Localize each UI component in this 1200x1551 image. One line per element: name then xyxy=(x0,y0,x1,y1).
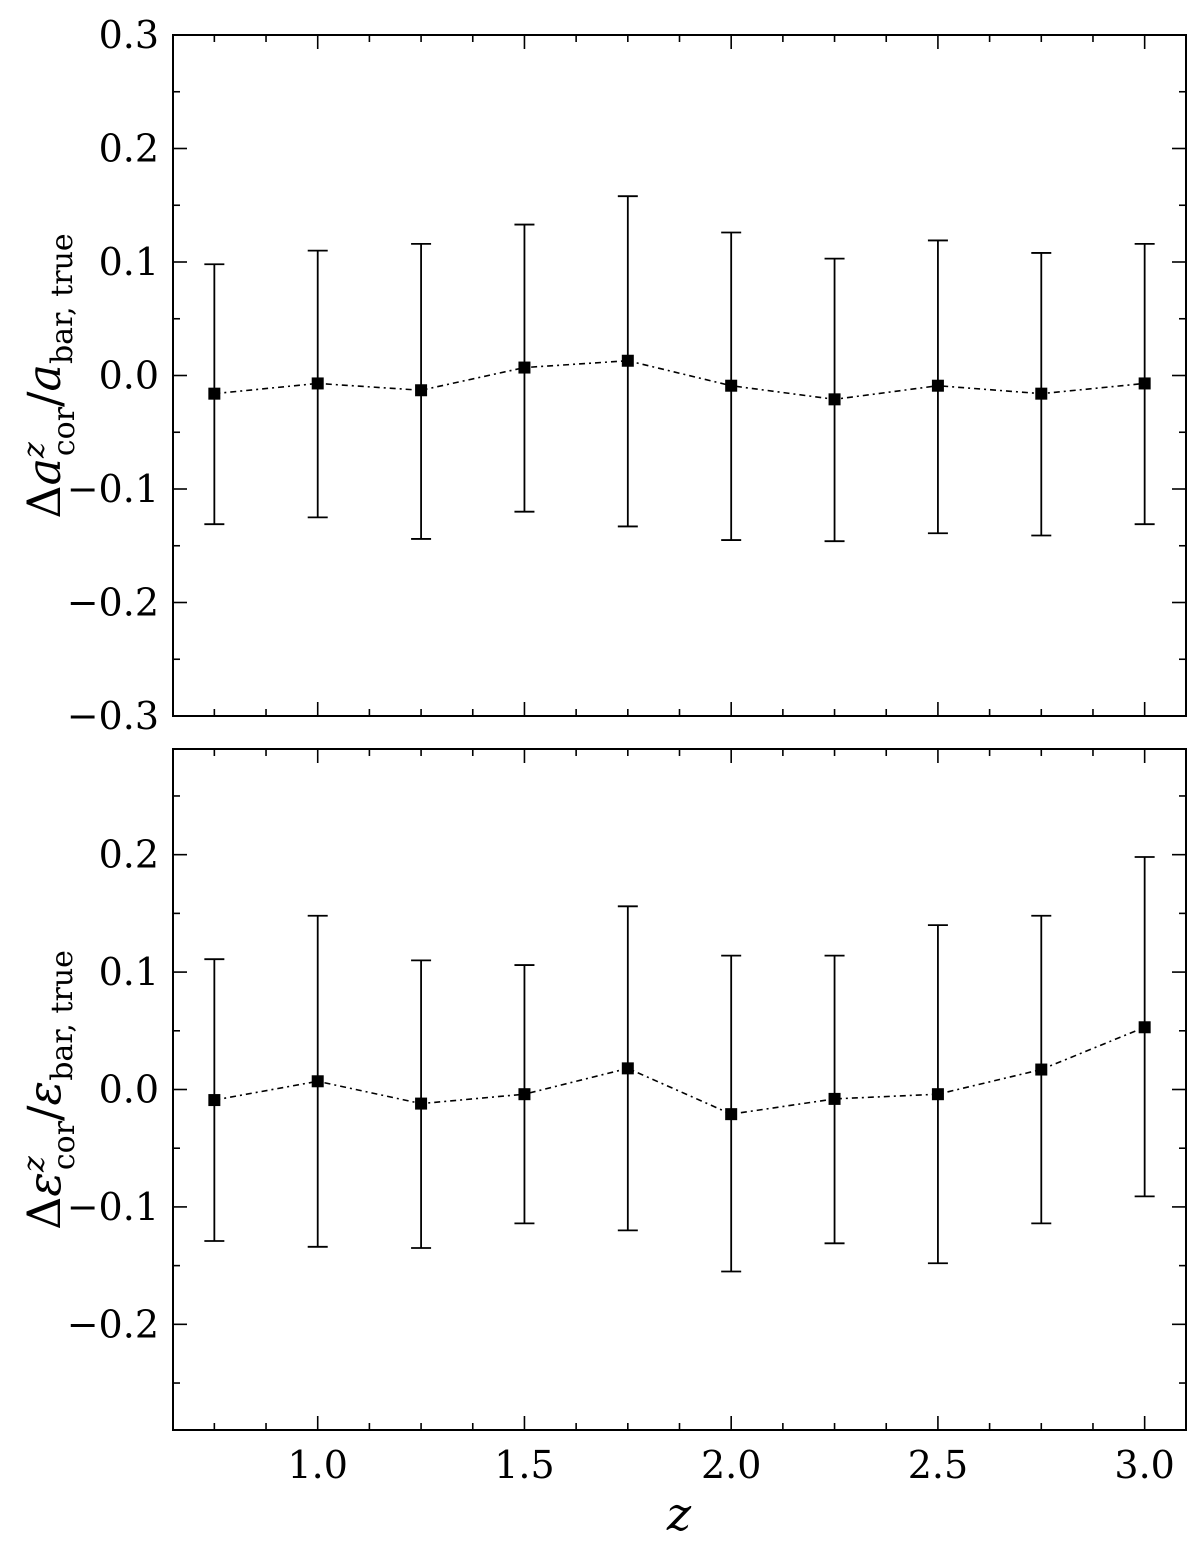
bottom-xtick-label: 2.5 xyxy=(908,1443,968,1487)
top-ytick-label: −0.2 xyxy=(67,581,159,625)
bottom-data-point xyxy=(828,1092,841,1105)
top-data-point xyxy=(931,379,944,392)
top-data-point xyxy=(415,384,428,397)
bottom-data-point xyxy=(311,1075,324,1088)
bottom-xtick-label: 2.0 xyxy=(701,1443,761,1487)
bottom-data-point xyxy=(1035,1063,1048,1076)
bottom-axes-frame xyxy=(172,748,1187,1431)
bottom-panel: −0.2 −0.1 0.0 0.1 0.2 1.0 1.5 2.0 2.5 3.0 xyxy=(67,748,1187,1487)
bottom-data-point xyxy=(208,1094,221,1107)
top-series-line xyxy=(214,359,1145,401)
top-data-point xyxy=(621,354,634,367)
bottom-xtick-label: 3.0 xyxy=(1114,1443,1174,1487)
top-panel: −0.3 −0.2 −0.1 0.0 0.1 0.2 0.3 xyxy=(67,13,1187,738)
top-data-point xyxy=(1035,387,1048,400)
bottom-data-point xyxy=(1138,1021,1151,1034)
bottom-ytick-label: 0.1 xyxy=(99,950,159,994)
x-axis-label: z xyxy=(666,1487,692,1541)
bottom-ytick-label: 0.0 xyxy=(99,1068,159,1112)
top-data-point xyxy=(311,377,324,390)
bottom-y-axis-label: Δεzcor/εbar, true xyxy=(17,950,82,1230)
bottom-xtick-label: 1.5 xyxy=(494,1443,554,1487)
top-data-point xyxy=(208,387,221,400)
top-y-axis-label: Δazcor/abar, true xyxy=(17,233,82,518)
top-data-point xyxy=(828,393,841,406)
bottom-data-point xyxy=(621,1062,634,1075)
top-ytick-label: −0.3 xyxy=(67,694,159,738)
top-ytick-label: 0.0 xyxy=(99,354,159,398)
top-data-point xyxy=(1138,377,1151,390)
bottom-data-point xyxy=(518,1088,531,1101)
bottom-series-line xyxy=(214,1026,1145,1115)
top-ytick-label: 0.3 xyxy=(99,13,159,57)
bottom-ytick-label: 0.2 xyxy=(99,833,159,877)
top-ytick-label: −0.1 xyxy=(67,467,159,511)
top-data-point xyxy=(725,379,738,392)
bottom-data-point xyxy=(931,1088,944,1101)
bottom-data-point xyxy=(725,1108,738,1121)
bottom-xtick-label: 1.0 xyxy=(287,1443,347,1487)
bottom-ytick-label: −0.2 xyxy=(67,1302,159,1346)
bottom-data-point xyxy=(415,1097,428,1110)
bottom-ytick-label: −0.1 xyxy=(67,1185,159,1229)
top-ytick-label: 0.1 xyxy=(99,240,159,284)
top-ytick-label: 0.2 xyxy=(99,127,159,171)
top-data-point xyxy=(518,361,531,374)
top-axes-frame xyxy=(172,34,1187,717)
